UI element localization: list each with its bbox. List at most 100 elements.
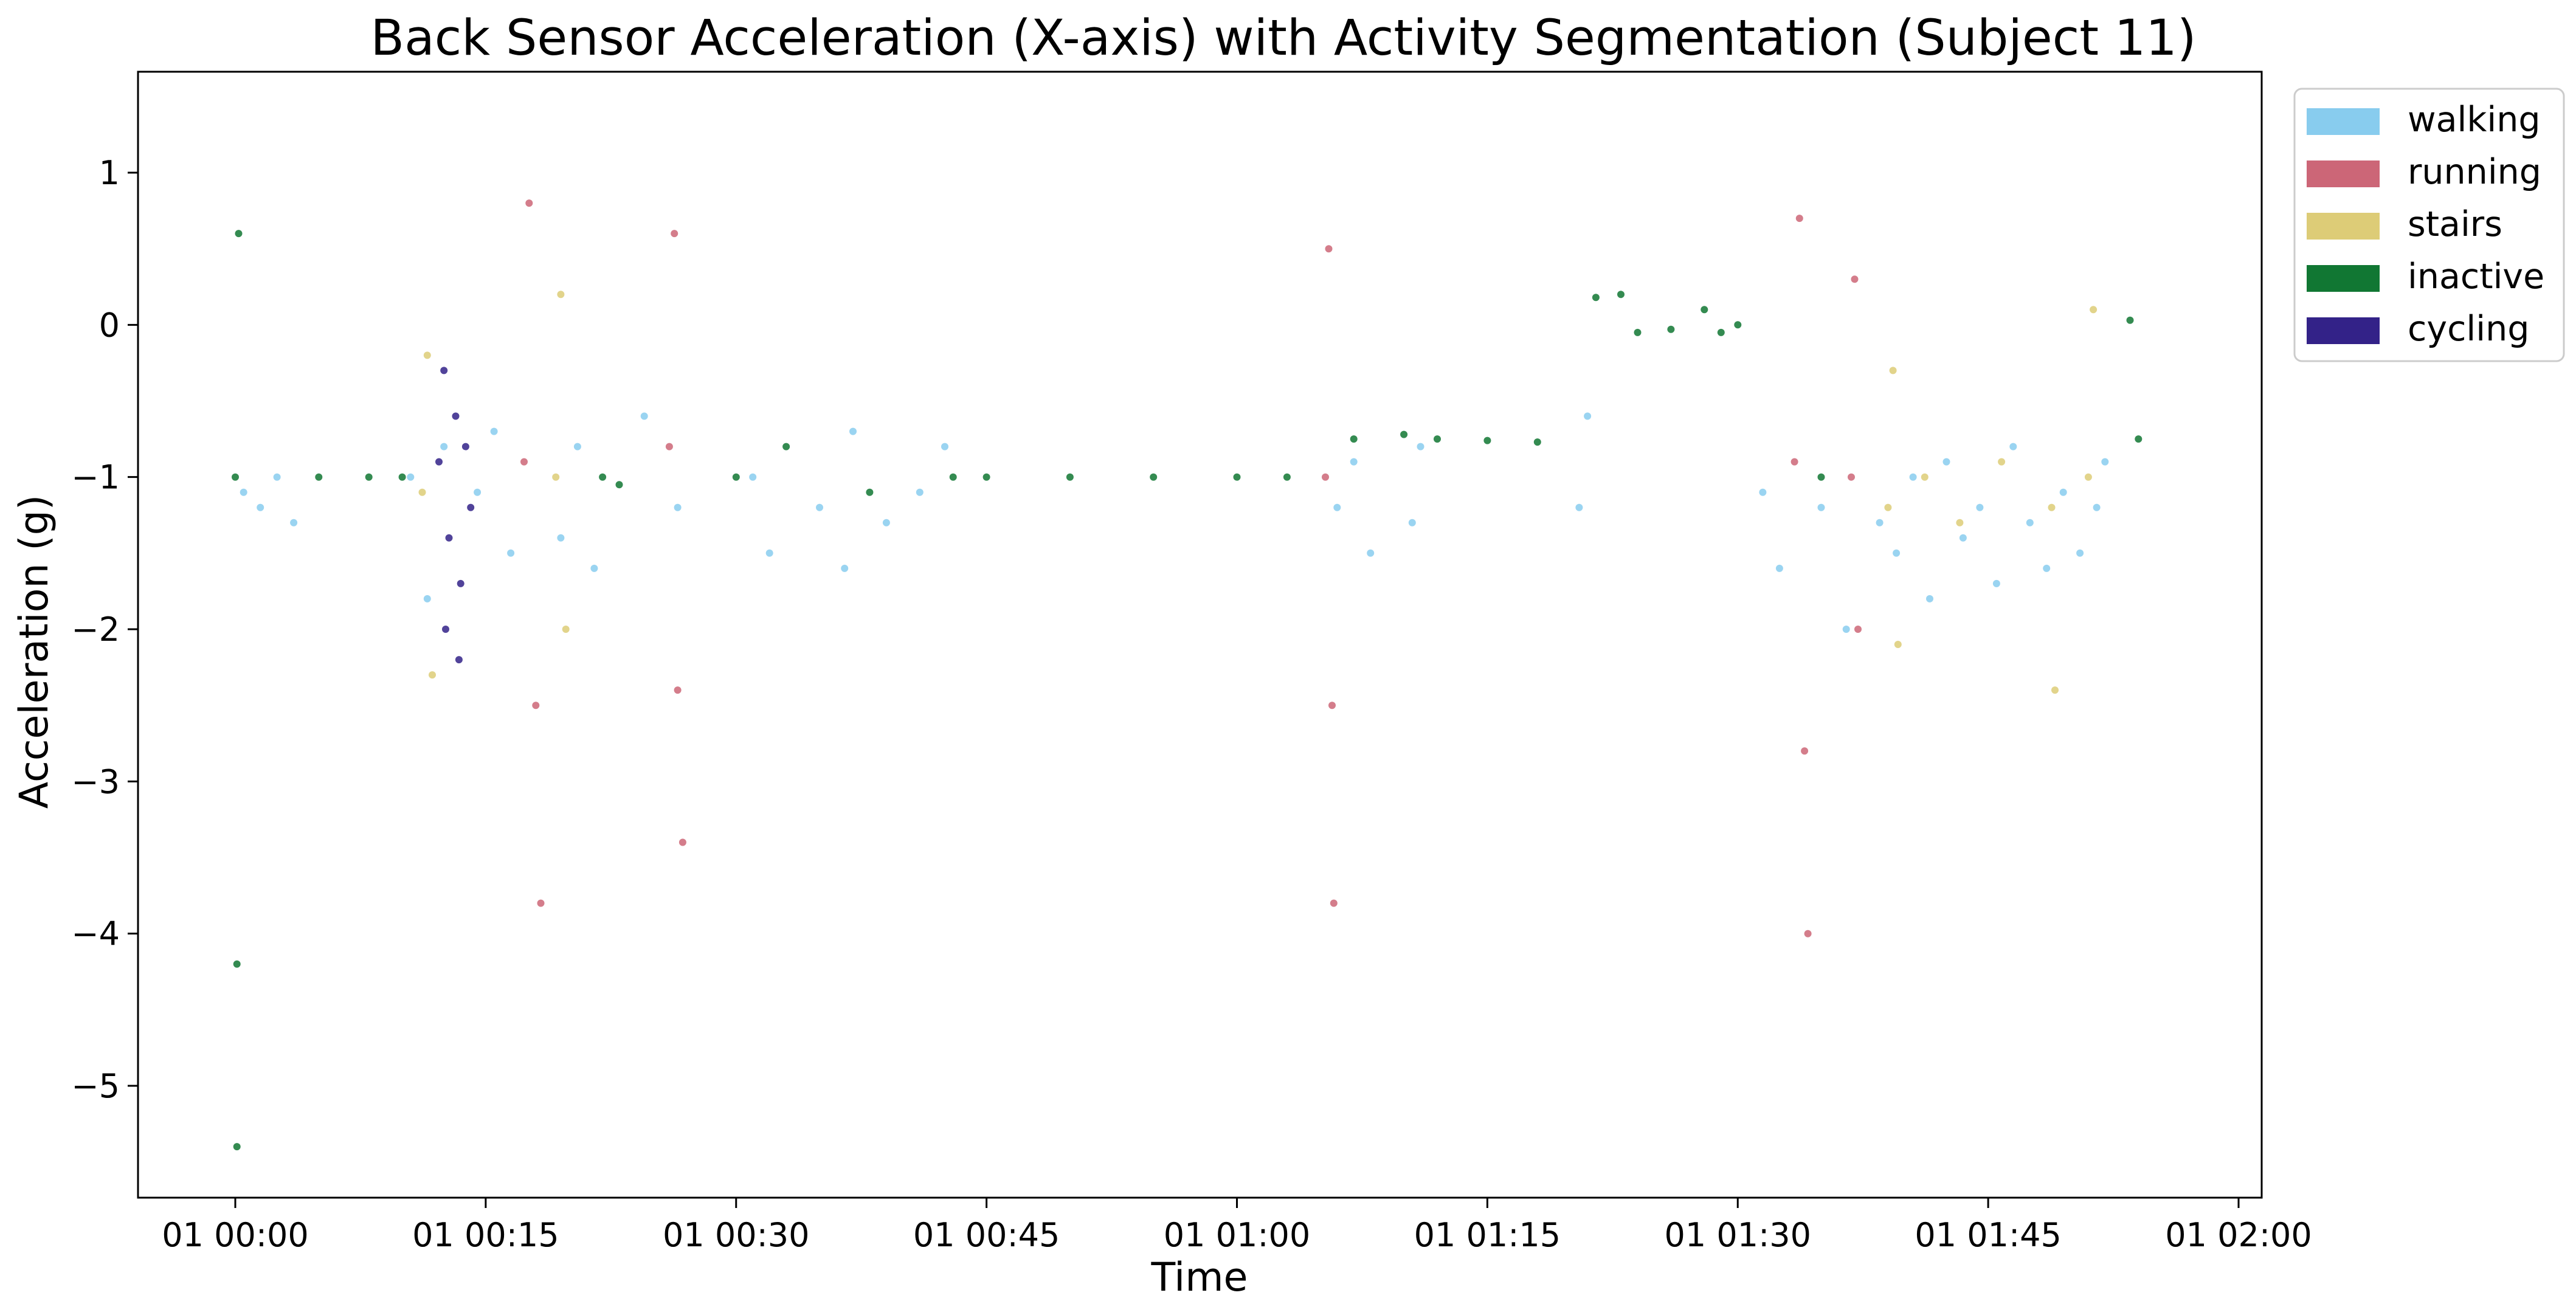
y-tick-label-4: −3 [71, 762, 120, 801]
point-cycling-4 [457, 579, 464, 587]
point-running-9 [1325, 245, 1333, 253]
x-tick-label-3: 01 00:45 [913, 1216, 1060, 1254]
point-running-10 [1328, 702, 1336, 709]
point-walking-25 [1367, 549, 1375, 557]
point-walking-24 [1350, 458, 1358, 466]
plot-frame [137, 71, 2263, 1199]
legend-swatch-cycling [2307, 317, 2380, 344]
point-inactive-12 [949, 473, 957, 481]
point-walking-1 [257, 503, 264, 511]
point-inactive-24 [1617, 291, 1625, 299]
point-stairs-9 [1921, 473, 1929, 481]
point-inactive-14 [1066, 473, 1074, 481]
point-inactive-26 [1667, 325, 1675, 333]
point-walking-19 [849, 427, 857, 435]
point-running-2 [532, 702, 540, 709]
point-inactive-5 [365, 473, 373, 481]
point-inactive-18 [1350, 435, 1358, 443]
point-stairs-8 [1894, 641, 1902, 648]
point-inactive-27 [1701, 306, 1708, 314]
point-stairs-6 [1884, 503, 1892, 511]
point-inactive-16 [1233, 473, 1241, 481]
point-running-7 [679, 838, 686, 846]
data-points [232, 199, 2143, 1151]
point-walking-28 [1575, 503, 1583, 511]
point-stairs-13 [2051, 686, 2059, 694]
legend-frame [2293, 88, 2565, 362]
point-running-16 [1848, 473, 1855, 481]
point-inactive-28 [1717, 328, 1725, 336]
point-walking-27 [1417, 443, 1424, 450]
point-inactive-17 [1283, 473, 1291, 481]
point-running-15 [1804, 930, 1812, 937]
point-walking-40 [1976, 503, 1984, 511]
point-inactive-29 [1734, 321, 1742, 329]
x-tick-label-0: 01 00:00 [162, 1216, 309, 1254]
legend-label-stairs: stairs [2408, 204, 2502, 244]
point-walking-48 [2101, 458, 2109, 466]
point-running-8 [1322, 473, 1329, 481]
point-walking-12 [590, 564, 598, 572]
point-running-1 [525, 199, 533, 207]
point-stairs-12 [2048, 503, 2056, 511]
point-stairs-10 [1956, 519, 1964, 526]
point-walking-15 [749, 473, 757, 481]
point-stairs-11 [1998, 458, 2006, 466]
legend-label-cycling: cycling [2408, 309, 2529, 349]
point-running-0 [520, 458, 528, 466]
y-axis-label: Acceleration (g) [12, 495, 57, 809]
point-running-3 [537, 899, 545, 907]
point-inactive-6 [398, 473, 406, 481]
legend-swatch-walking [2307, 108, 2380, 135]
point-walking-11 [573, 443, 581, 450]
point-inactive-25 [1634, 328, 1642, 336]
point-walking-26 [1408, 519, 1416, 526]
point-stairs-15 [2090, 306, 2098, 314]
point-stairs-3 [552, 473, 560, 481]
point-walking-32 [1817, 503, 1825, 511]
x-axis-ticks: 01 00:00 01 00:15 01 00:30 01 00:45 01 01:00… [162, 1198, 2312, 1254]
legend-swatch-running [2307, 160, 2380, 187]
legend-label-walking: walking [2408, 100, 2541, 140]
point-inactive-21 [1483, 437, 1491, 444]
point-inactive-2 [233, 960, 241, 968]
point-walking-41 [1992, 579, 2000, 587]
point-running-5 [671, 230, 679, 238]
point-stairs-1 [423, 351, 431, 359]
point-walking-31 [1775, 564, 1783, 572]
point-inactive-1 [235, 230, 243, 238]
legend-label-running: running [2408, 152, 2541, 192]
point-walking-0 [240, 488, 247, 496]
y-tick-label-1: 0 [99, 306, 120, 344]
point-inactive-31 [2126, 316, 2134, 324]
point-inactive-4 [315, 473, 323, 481]
point-walking-8 [490, 427, 498, 435]
x-tick-label-6: 01 01:30 [1665, 1216, 1812, 1254]
point-walking-35 [1893, 549, 1901, 557]
point-running-18 [1854, 626, 1862, 633]
y-tick-label-3: −2 [71, 610, 120, 649]
point-cycling-0 [435, 458, 443, 466]
point-walking-30 [1759, 488, 1767, 496]
x-axis-label: Time [1150, 1255, 1248, 1300]
point-walking-4 [407, 473, 415, 481]
point-cycling-8 [455, 656, 463, 664]
point-walking-44 [2043, 564, 2051, 572]
point-walking-17 [816, 503, 823, 511]
y-axis-ticks: 1 0 −1 −2 −3 −4 −5 [71, 154, 138, 1105]
point-inactive-9 [732, 473, 740, 481]
x-tick-label-4: 01 01:00 [1164, 1216, 1311, 1254]
legend-swatch-stairs [2307, 213, 2380, 240]
point-inactive-0 [232, 473, 239, 481]
point-cycling-6 [467, 503, 475, 511]
legend: walking running stairs inactive cycling [2293, 88, 2565, 362]
point-walking-23 [1333, 503, 1341, 511]
point-running-17 [1851, 275, 1859, 283]
point-walking-2 [273, 473, 281, 481]
point-inactive-13 [982, 473, 990, 481]
point-inactive-10 [782, 443, 790, 450]
point-inactive-22 [1533, 438, 1541, 446]
point-walking-39 [1959, 534, 1967, 542]
point-walking-20 [882, 519, 890, 526]
